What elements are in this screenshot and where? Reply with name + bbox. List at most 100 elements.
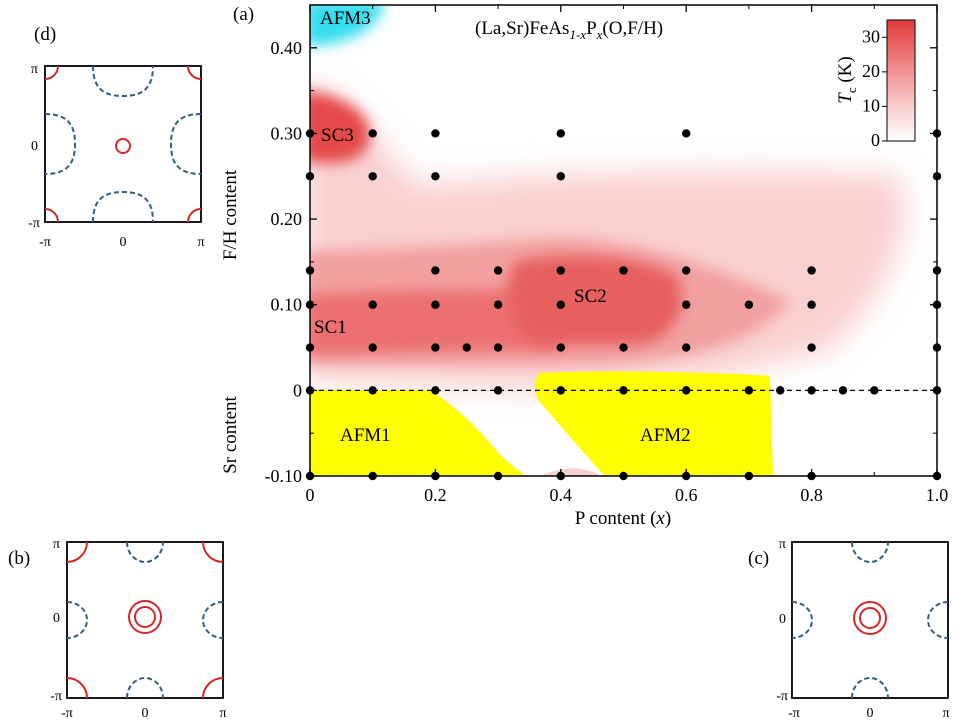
electron-pocket [66,601,88,639]
electron-pocket [92,65,154,98]
data-point [431,343,440,352]
data-point [619,266,628,275]
electron-pocket [791,601,813,639]
fermi-b-ybot: -π [50,689,62,704]
data-point [870,386,879,395]
fermi-b-ymid: 0 [53,611,60,626]
data-point [493,300,503,309]
x-tick-label: 0 [306,485,315,505]
data-point [776,386,785,395]
fermi-c-xmid: 0 [867,706,874,721]
hole-ring-inner [859,607,881,629]
corner-hole-arc [44,208,59,223]
fermi-c-xleft: -π [788,706,800,721]
corner-hole-arc [202,677,224,699]
fermi-panel-b [66,541,224,699]
fermi-frame [44,65,202,223]
electron-pocket [927,601,949,639]
label-afm1: AFM1 [340,425,391,446]
chart-title: (La,Sr)FeAs1-xPx(O,F/H) [475,18,663,42]
tc-heatmap [310,5,937,476]
fermi-d-xmid: 0 [120,235,127,250]
x-tick-label: 0.8 [800,485,823,505]
data-point [556,129,565,138]
data-point [807,300,816,309]
colorbar-tick-label: 20 [862,61,880,81]
data-point [431,172,440,181]
data-point [744,300,754,309]
data-point [807,266,816,275]
afm2-region [534,371,773,476]
label-sc3: SC3 [321,125,354,146]
data-point [682,386,691,395]
y-tick-label: -0.10 [265,466,303,486]
fermi-b-xright: π [219,706,226,721]
colorbar: 30 20 10 0 Tc (K) [835,19,916,150]
electron-pocket [126,677,164,699]
data-point [682,300,691,309]
x-tick-label: 0.4 [550,485,573,505]
label-afm2: AFM2 [640,425,691,446]
x-axis: 0 0.2 0.4 0.6 0.8 1.0 [306,5,949,505]
corner-hole-arc [187,208,202,223]
data-point [431,129,440,138]
electron-pocket [851,541,889,563]
y-tick-label: 0 [293,380,302,400]
data-point [556,266,565,275]
data-point [744,386,754,395]
fermi-d-ymid: 0 [31,139,38,154]
fermi-frame [791,541,949,699]
data-point [305,266,315,275]
sc3-core [310,91,370,163]
data-point [807,343,816,352]
sc2-core [508,255,682,345]
colorbar-ticks: 30 20 10 0 [862,26,887,150]
fermi-panel-d [44,65,202,223]
panel-label-b: (b) [8,548,30,569]
y-tick-label: 0.10 [271,295,303,315]
data-point [556,300,565,309]
colorbar-tick-label: 10 [862,95,880,115]
data-point [619,386,628,395]
label-sc1: SC1 [314,317,347,338]
fermi-c-ymid: 0 [779,612,786,627]
colorbar-frame [886,19,916,142]
corner-hole-arc [202,541,224,563]
data-point [807,386,816,395]
data-point [431,386,440,395]
fermi-panel-c [791,541,949,699]
electron-pocket [44,113,77,175]
panel-label-c: (c) [748,548,769,569]
main-panel: 0 0.2 0.4 0.6 0.8 1.0 0.400.300.200.100-0.10 … [220,4,949,529]
fermi-d-xright: π [197,235,204,250]
hole-ring-inner [134,606,156,628]
fermi-c-ybot: -π [776,689,788,704]
hole-ring [115,138,131,154]
electron-pocket [126,541,164,563]
data-point [368,172,377,181]
label-afm3: AFM3 [320,8,371,29]
fermi-d-ybot: -π [28,216,40,231]
x-tick-label: 0.2 [424,485,447,505]
data-point [462,343,471,352]
data-point [493,266,503,275]
data-point [431,266,440,275]
data-point [368,343,377,352]
x-tick-label: 1.0 [926,485,949,505]
fermi-b-xleft: -π [61,706,73,721]
corner-hole-arc [66,677,88,699]
y-tick-label: 0.20 [271,209,303,229]
data-point [493,343,503,352]
data-point [556,343,565,352]
panel-label-d: (d) [34,24,56,45]
y-axis-label-upper: F/H content [220,169,241,260]
corner-hole-arc [44,65,59,80]
afm1-region [310,390,525,476]
x-tick-label: 0.6 [675,485,698,505]
data-point [556,386,565,395]
panel-label-a: (a) [233,4,254,25]
data-point [682,129,691,138]
afm2-gap [540,468,602,476]
y-tick-label: 0.40 [271,38,303,58]
